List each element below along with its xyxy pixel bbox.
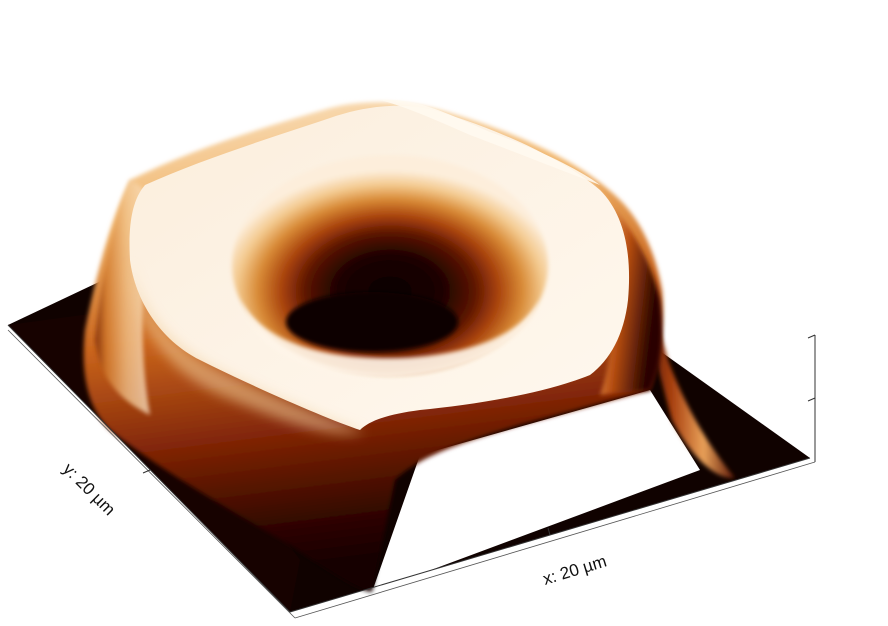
x-axis-tick — [547, 527, 551, 536]
frame-edge-bottom-left — [7, 329, 296, 619]
ring-hole-front-rim — [240, 300, 540, 378]
front-cut-face — [372, 390, 700, 592]
ring-back-ridge — [380, 99, 600, 185]
frame-edge-left — [7, 324, 291, 613]
ring-hole-bottom — [286, 292, 458, 352]
frame-edge-bottom-front — [294, 461, 816, 619]
y-axis-tick — [142, 469, 151, 474]
ring-top-front-shade — [130, 260, 365, 434]
y-axis-label: y: 20 µm — [59, 459, 119, 519]
z-axis-tick-mid — [807, 397, 816, 402]
x-axis-label: x: 20 µm — [541, 551, 609, 588]
z-axis-tick-top — [807, 334, 816, 339]
